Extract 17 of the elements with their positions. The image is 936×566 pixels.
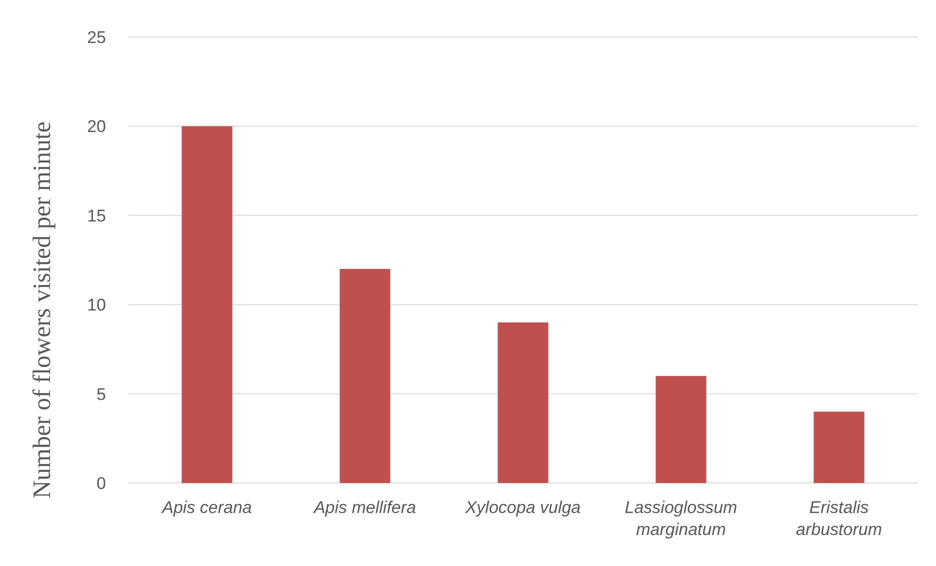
- bar: [656, 376, 706, 483]
- x-tick-label: Apis cerana: [161, 498, 252, 517]
- bar: [340, 268, 390, 483]
- y-tick-label: 10: [87, 296, 106, 315]
- x-tick-label: Xylocopa vulga: [464, 498, 581, 517]
- y-tick-label: 0: [96, 474, 106, 493]
- bar: [498, 322, 548, 483]
- y-tick-label: 25: [87, 28, 106, 47]
- bar: [182, 126, 232, 483]
- x-tick-label: Eristalis arbustorum: [796, 498, 882, 539]
- y-axis-title: Number of flowers visited per minute: [29, 122, 56, 498]
- y-tick-label: 5: [96, 384, 106, 404]
- x-tick-label: Apis mellifera: [312, 498, 416, 517]
- y-tick-label: 15: [87, 206, 106, 226]
- y-tick-label: 20: [87, 117, 106, 136]
- bar: [814, 412, 864, 483]
- x-tick-label: Lassioglossum marginatum: [624, 498, 738, 539]
